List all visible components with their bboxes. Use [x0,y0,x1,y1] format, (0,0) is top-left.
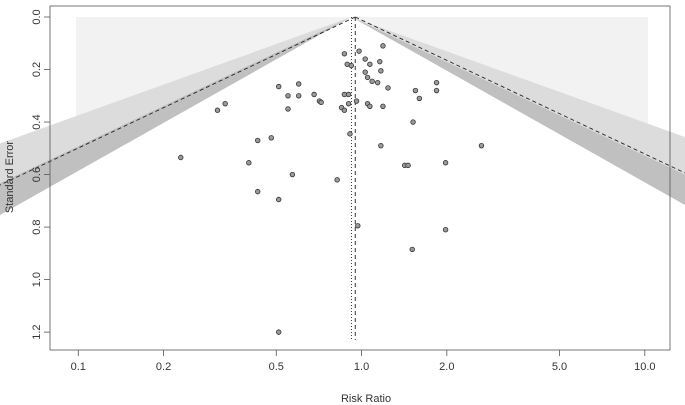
study-point [378,142,384,149]
axes: 0.1 0.2 0.5 1.0 2.0 5.0 10.0 0.0 0.2 0.4 0.6 0.8 1.0… [31,5,671,373]
x-tick-label: 1.0 [354,361,369,373]
study-point [378,68,384,74]
study-point [442,227,449,233]
y-tick-label: 0.4 [31,114,43,129]
study-point [409,246,415,253]
x-tick-label: 10.0 [634,361,655,373]
study-point [369,78,375,85]
study-point [364,74,371,81]
study-point [341,51,348,57]
study-point [289,171,296,178]
study-point [478,142,485,149]
study-point [276,83,282,90]
study-point [405,162,411,169]
x-tick-label: 0.2 [156,361,171,373]
y-tick-label: 0.2 [31,62,43,77]
study-point [442,160,449,166]
study-point [345,100,352,107]
study-point [348,62,354,69]
study-point [296,81,302,87]
study-point [246,160,252,166]
study-point [222,100,228,107]
study-point [367,61,373,67]
study-point [345,91,352,98]
study-point [367,103,373,109]
study-point [285,106,291,112]
study-point [362,69,368,75]
study-point [285,93,291,99]
study-point [296,93,302,99]
study-point [311,91,317,98]
study-point [380,43,386,49]
study-point [353,98,360,104]
y-tick-label: 0.8 [31,219,43,234]
study-point [412,87,419,94]
study-point [214,107,221,113]
study-point [356,48,362,54]
study-point [385,85,391,91]
study-point [374,79,381,86]
x-tick-label: 2.0 [439,361,454,373]
contour-regions [0,17,685,340]
x-tick-label: 0.1 [71,361,86,373]
x-axis-title: Risk Ratio [341,393,391,405]
plot-frame [49,5,671,351]
y-axis-title: Standard Error [4,141,16,213]
contour-p010-region [0,17,685,340]
study-point [268,135,274,141]
y-tick-label: 1.0 [31,272,43,287]
study-point [377,58,383,65]
study-point [276,329,282,335]
study-point [380,103,386,109]
x-tick-label: 5.0 [552,361,567,373]
study-point [255,188,261,195]
study-point [355,223,361,229]
y-tick-label: 1.2 [31,324,43,339]
study-point [410,119,416,125]
reference-lines [0,16,685,340]
x-tick-label: 0.5 [269,361,284,373]
study-point [318,99,324,106]
study-point [178,154,184,161]
study-point [255,137,261,144]
y-tick-label: 0.6 [31,167,43,182]
study-point [341,107,348,113]
study-point [347,131,353,137]
study-points [178,43,485,335]
study-point [416,95,423,102]
study-point [334,177,340,183]
study-point [276,196,282,203]
study-point [433,79,440,86]
y-tick-label: 0.0 [31,9,43,24]
study-point [362,56,368,62]
study-point [433,87,440,94]
